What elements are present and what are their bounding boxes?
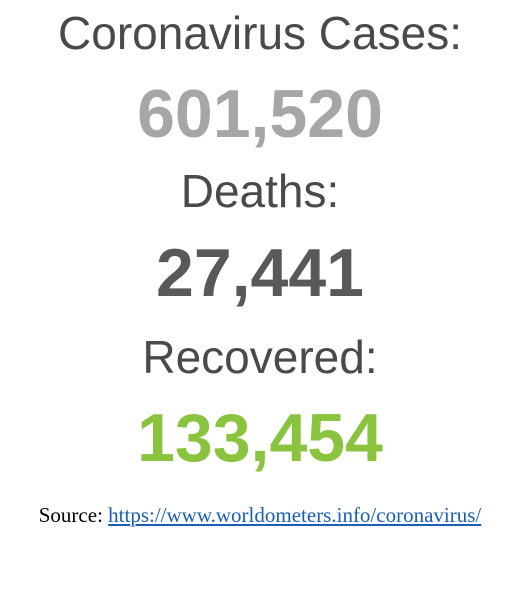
source-prefix: Source: xyxy=(39,503,103,527)
recovered-count: 133,454 xyxy=(0,404,520,472)
source-link[interactable]: https://www.worldometers.info/coronaviru… xyxy=(108,503,481,527)
cases-count: 601,520 xyxy=(0,80,520,148)
deaths-label: Deaths: xyxy=(0,168,520,214)
source-line: Source: https://www.worldometers.info/co… xyxy=(0,503,520,528)
recovered-label: Recovered: xyxy=(0,334,520,380)
cases-label: Coronavirus Cases: xyxy=(0,10,520,56)
deaths-count: 27,441 xyxy=(0,239,520,307)
